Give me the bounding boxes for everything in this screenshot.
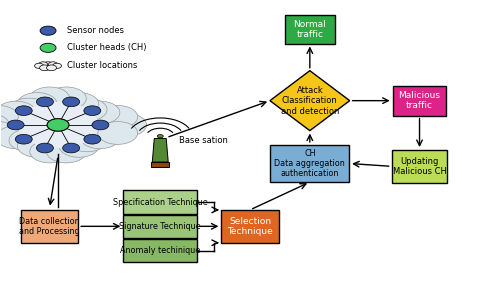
Polygon shape (152, 162, 169, 167)
Circle shape (9, 129, 49, 152)
Circle shape (46, 87, 86, 110)
Polygon shape (152, 139, 168, 162)
Circle shape (62, 97, 80, 107)
Text: Selection
Technique: Selection Technique (227, 217, 273, 236)
Text: Specification Technique: Specification Technique (113, 197, 208, 207)
Circle shape (38, 62, 48, 67)
Text: Malicious
traffic: Malicious traffic (398, 91, 440, 110)
Text: Attack
Classification
and detection: Attack Classification and detection (280, 86, 339, 116)
Text: Normal
traffic: Normal traffic (294, 20, 326, 39)
Circle shape (107, 114, 146, 136)
Circle shape (67, 98, 107, 121)
Circle shape (30, 87, 70, 110)
Circle shape (48, 62, 58, 67)
Circle shape (158, 135, 163, 138)
Circle shape (16, 106, 32, 116)
Circle shape (59, 135, 99, 157)
Text: Cluster locations: Cluster locations (67, 61, 138, 70)
Circle shape (40, 65, 50, 71)
Circle shape (98, 122, 138, 144)
Circle shape (47, 119, 69, 131)
Polygon shape (270, 71, 349, 131)
Circle shape (7, 120, 24, 130)
Circle shape (92, 120, 109, 130)
Circle shape (84, 134, 101, 144)
FancyBboxPatch shape (392, 150, 448, 183)
Circle shape (30, 140, 70, 163)
Text: Updating
Malicious CH: Updating Malicious CH (392, 157, 446, 176)
Circle shape (18, 102, 98, 148)
Circle shape (98, 106, 138, 128)
Text: Sensor nodes: Sensor nodes (67, 26, 124, 35)
FancyBboxPatch shape (124, 239, 197, 262)
FancyBboxPatch shape (270, 145, 349, 182)
Circle shape (0, 101, 36, 124)
FancyBboxPatch shape (392, 86, 446, 116)
Circle shape (18, 135, 57, 157)
Text: Signature Technique: Signature Technique (120, 222, 201, 231)
Circle shape (36, 97, 54, 107)
Circle shape (84, 106, 101, 116)
FancyBboxPatch shape (124, 215, 197, 238)
Circle shape (41, 62, 55, 70)
Text: Data collection
and Processing: Data collection and Processing (19, 217, 80, 236)
Circle shape (34, 63, 43, 68)
FancyBboxPatch shape (21, 210, 78, 243)
Circle shape (9, 98, 49, 121)
Circle shape (0, 126, 36, 149)
Text: Anomaly techinique: Anomaly techinique (120, 246, 200, 255)
FancyBboxPatch shape (124, 190, 197, 214)
Text: Base sation: Base sation (179, 136, 228, 145)
Circle shape (0, 106, 18, 128)
Circle shape (18, 93, 57, 115)
Circle shape (0, 122, 18, 144)
Text: Cluster heads (CH): Cluster heads (CH) (67, 43, 146, 52)
Circle shape (67, 129, 107, 152)
Circle shape (59, 93, 99, 115)
Circle shape (62, 143, 80, 153)
Circle shape (46, 65, 56, 71)
Circle shape (40, 43, 56, 53)
Text: CH
Data aggregation
authentication: CH Data aggregation authentication (274, 149, 345, 179)
FancyBboxPatch shape (222, 210, 278, 243)
Circle shape (40, 26, 56, 35)
Circle shape (80, 101, 120, 124)
Circle shape (0, 114, 10, 136)
Circle shape (80, 126, 120, 149)
Circle shape (46, 140, 86, 163)
Circle shape (52, 63, 62, 68)
FancyBboxPatch shape (285, 15, 335, 44)
Circle shape (36, 143, 54, 153)
Circle shape (16, 134, 32, 144)
